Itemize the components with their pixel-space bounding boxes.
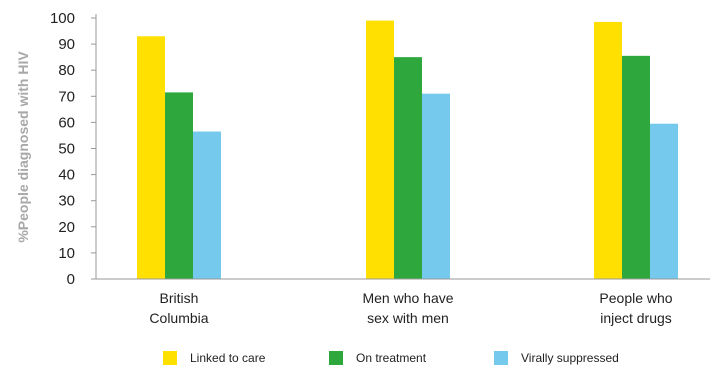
category-label: British — [160, 290, 199, 306]
bar-virally-suppressed — [650, 123, 678, 279]
bar-virally-suppressed — [193, 131, 221, 279]
category-labels: British Columbia Men who have sex with men P… — [149, 290, 672, 326]
bars — [137, 20, 678, 280]
category-label: inject drugs — [600, 310, 672, 326]
bar-on-treatment — [394, 57, 422, 280]
legend: Linked to care On treatment Virally suppre… — [163, 351, 619, 365]
bar-virally-suppressed — [422, 93, 450, 279]
legend-label: On treatment — [356, 351, 427, 365]
legend-swatch — [494, 351, 508, 365]
legend-swatch — [329, 351, 343, 365]
y-axis-label: %People diagnosed with HIV — [15, 51, 31, 243]
legend-label: Virally suppressed — [521, 351, 619, 365]
y-tick-label: 80 — [58, 62, 75, 79]
y-tick-label: 100 — [50, 10, 75, 27]
category-label: sex with men — [367, 310, 449, 326]
category-label: Columbia — [149, 310, 208, 326]
y-tick-label: 20 — [58, 219, 75, 236]
category-label: People who — [599, 290, 672, 306]
category-label: Men who have — [362, 290, 453, 306]
bar-on-treatment — [622, 55, 650, 279]
y-axis-ticks: 0 10 20 30 40 50 60 70 80 90 100 — [50, 10, 96, 288]
y-tick-label: 90 — [58, 36, 75, 53]
y-tick-label: 50 — [58, 141, 75, 158]
bar-linked-to-care — [137, 36, 165, 279]
bar-linked-to-care — [366, 20, 394, 280]
y-tick-label: 10 — [58, 245, 75, 262]
y-tick-label: 30 — [58, 193, 75, 210]
y-tick-label: 0 — [67, 271, 75, 288]
bar-linked-to-care — [594, 21, 622, 279]
y-tick-label: 70 — [58, 88, 75, 105]
legend-swatch — [163, 351, 177, 365]
y-tick-label: 40 — [58, 167, 75, 184]
legend-label: Linked to care — [190, 351, 266, 365]
bar-on-treatment — [165, 92, 193, 279]
y-tick-label: 60 — [58, 114, 75, 131]
